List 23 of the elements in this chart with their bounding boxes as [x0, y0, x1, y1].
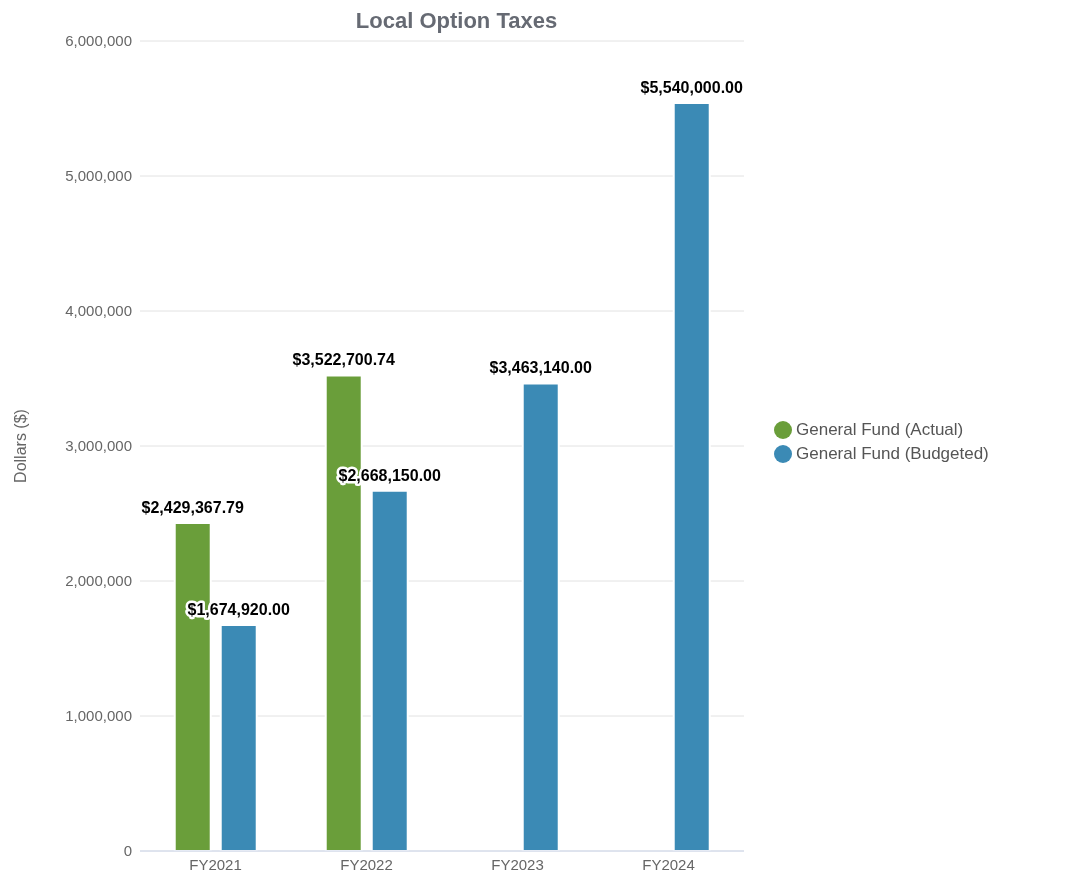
x-tick-label: FY2024 [642, 855, 695, 873]
x-tick-label: FY2023 [491, 855, 544, 873]
y-tick-label: 5,000,000 [65, 167, 132, 185]
x-tick-label: FY2022 [340, 855, 393, 873]
y-tick-label: 0 [123, 842, 132, 860]
y-tick-label: 2,000,000 [65, 572, 132, 590]
data-label: $5,540,000.00 [640, 79, 743, 97]
data-label: $3,463,140.00 [489, 359, 592, 377]
bar [672, 102, 711, 851]
chart-title: Local Option Taxes [354, 8, 559, 34]
data-label: $3,522,700.74 [292, 351, 395, 369]
y-tick-label: 4,000,000 [65, 302, 132, 320]
bar [370, 489, 409, 851]
y-axis-title: Dollars ($) [11, 409, 29, 483]
y-tick-label: 1,000,000 [65, 707, 132, 725]
y-tick-label: 3,000,000 [65, 437, 132, 455]
bar [219, 623, 258, 851]
y-tick-label: 6,000,000 [65, 32, 132, 50]
bar [521, 382, 560, 851]
x-tick-label: FY2021 [189, 855, 242, 873]
legend-label: General Fund (Actual) [796, 419, 964, 439]
data-label: $2,429,367.79 [141, 499, 244, 517]
legend-label: General Fund (Budgeted) [796, 443, 989, 463]
